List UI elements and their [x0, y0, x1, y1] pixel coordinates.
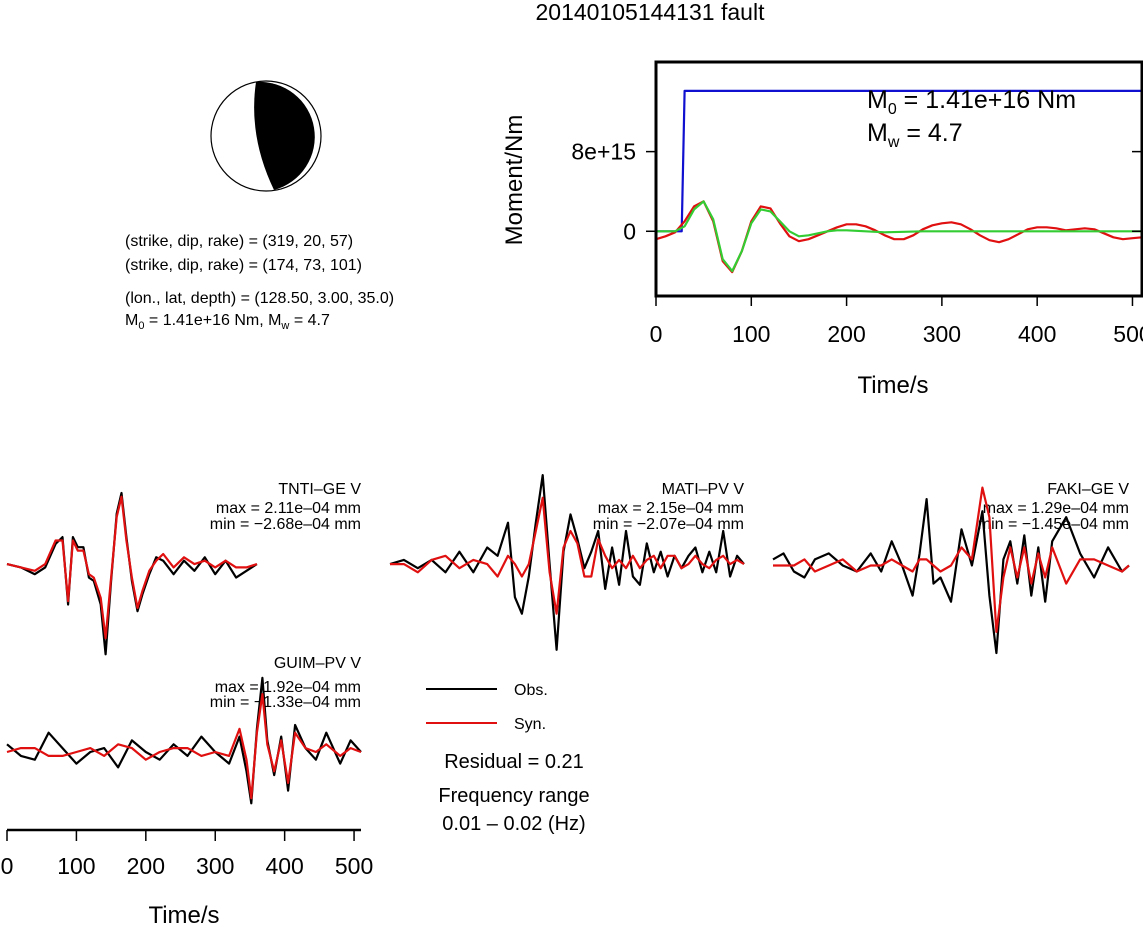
moment-plot-frame — [654, 60, 1143, 298]
moment-annotation-mw-label: M — [867, 119, 888, 147]
syn-trace — [6, 495, 258, 640]
station-max: max = 2.15e–04 mm — [598, 500, 744, 517]
moment-annotation-mw-sub: w — [887, 134, 900, 151]
time-axis-tick-label: 500 — [335, 853, 373, 879]
time-axis-tick-label: 200 — [127, 853, 165, 879]
x-tick-label: 300 — [923, 321, 961, 347]
moment-line-mw-value: = 4.7 — [289, 312, 330, 329]
waveform-panel-FAKI: FAKI–GE V max = 1.29e–04 mm min = −1.45e… — [772, 481, 1130, 655]
time-axis-tick-label: 400 — [265, 853, 303, 879]
legend: Obs. Syn. — [426, 682, 548, 733]
station-min: min = −2.07e–04 mm — [593, 516, 744, 533]
moment-annotation-m0: M0 = 1.41e+16 Nm — [867, 86, 1076, 118]
legend-obs-label: Obs. — [514, 682, 548, 699]
location-line: (lon., lat, depth) = (128.50, 3.00, 35.0… — [125, 290, 394, 307]
obs-trace — [6, 676, 362, 805]
moment-plot-lines — [655, 89, 1143, 274]
station-max: max = 1.92e–04 mm — [215, 679, 361, 696]
time-axis-tick-label: 0 — [1, 853, 14, 879]
station-min: min = −1.33e–04 mm — [210, 694, 361, 711]
station-min: min = −2.68e–04 mm — [210, 516, 361, 533]
beachball-compressional-quadrant — [254, 81, 315, 190]
syn-trace — [773, 486, 1130, 634]
moment-line-m0-value: = 1.41e+16 Nm, M — [144, 312, 281, 329]
station-label: FAKI–GE V — [1047, 481, 1129, 498]
frequency-range: 0.01 – 0.02 (Hz) — [442, 813, 585, 835]
frequency-label: Frequency range — [438, 785, 589, 807]
figure-title: 20140105144131 fault — [536, 0, 766, 25]
beachball — [210, 80, 322, 192]
moment-annotation-mw-value: = 4.7 — [899, 119, 962, 147]
time-axis-tick-label: 100 — [57, 853, 95, 879]
moment-line-m0: M — [125, 312, 138, 329]
obs-trace — [772, 498, 1130, 655]
station-label: MATI–PV V — [662, 481, 745, 498]
waveform-time-axis: Time/s 0 100 200 300 400 500 — [1, 828, 373, 926]
series-line-1 — [655, 200, 1143, 274]
station-max: max = 2.11e–04 mm — [216, 500, 361, 517]
series-line-2 — [656, 200, 1142, 273]
waveform-panel-MATI: MATI–PV V max = 2.15e–04 mm min = −2.07e… — [389, 474, 745, 651]
station-min: min = −1.45e–04 mm — [978, 516, 1129, 533]
time-axis-tick-label: 300 — [196, 853, 234, 879]
nodal-plane-1: (strike, dip, rake) = (319, 20, 57) — [125, 233, 353, 250]
moment-plot-ylabel: Moment/Nm — [501, 115, 528, 246]
x-tick-label: 400 — [1018, 321, 1056, 347]
moment-plot: 010020030040050008e+15 Moment/Nm Time/s … — [501, 60, 1143, 399]
station-max: max = 1.29e–04 mm — [983, 500, 1129, 517]
y-tick-label: 8e+15 — [571, 139, 636, 165]
waveform-panel-TNTI: TNTI–GE V max = 2.11e–04 mm min = −2.68e… — [6, 481, 361, 656]
x-tick-label: 500 — [1113, 321, 1143, 347]
station-label: GUIM–PV V — [274, 655, 361, 672]
moment-annotation-m0-sub: 0 — [888, 101, 897, 118]
moment-line: M0 = 1.41e+16 Nm, Mw = 4.7 — [125, 312, 330, 332]
moment-line-m0-sub: 0 — [138, 320, 144, 332]
time-axis-label: Time/s — [148, 902, 219, 926]
moment-annotation-m0-label: M — [867, 86, 888, 114]
moment-annotation-mw: Mw = 4.7 — [867, 119, 963, 151]
moment-annotation-m0-value: = 1.41e+16 Nm — [897, 86, 1076, 114]
x-tick-label: 0 — [650, 321, 663, 347]
x-tick-label: 100 — [732, 321, 770, 347]
legend-syn-label: Syn. — [514, 716, 546, 733]
moment-plot-axes: 0 100 200 300 400 500 0 8e+15 — [571, 139, 1143, 347]
residual-text: Residual = 0.21 — [444, 751, 584, 773]
station-label: TNTI–GE V — [278, 481, 361, 498]
obs-trace — [389, 474, 745, 651]
x-tick-label: 200 — [827, 321, 865, 347]
nodal-plane-2: (strike, dip, rake) = (174, 73, 101) — [125, 257, 362, 274]
moment-plot-xlabel: Time/s — [857, 372, 928, 399]
y-tick-label: 0 — [623, 218, 636, 244]
syn-trace — [390, 496, 745, 615]
syn-trace — [6, 692, 362, 800]
moment-line-mw-sub: w — [280, 320, 289, 332]
waveform-panel-GUIM: GUIM–PV V max = 1.92e–04 mm min = −1.33e… — [6, 655, 362, 805]
